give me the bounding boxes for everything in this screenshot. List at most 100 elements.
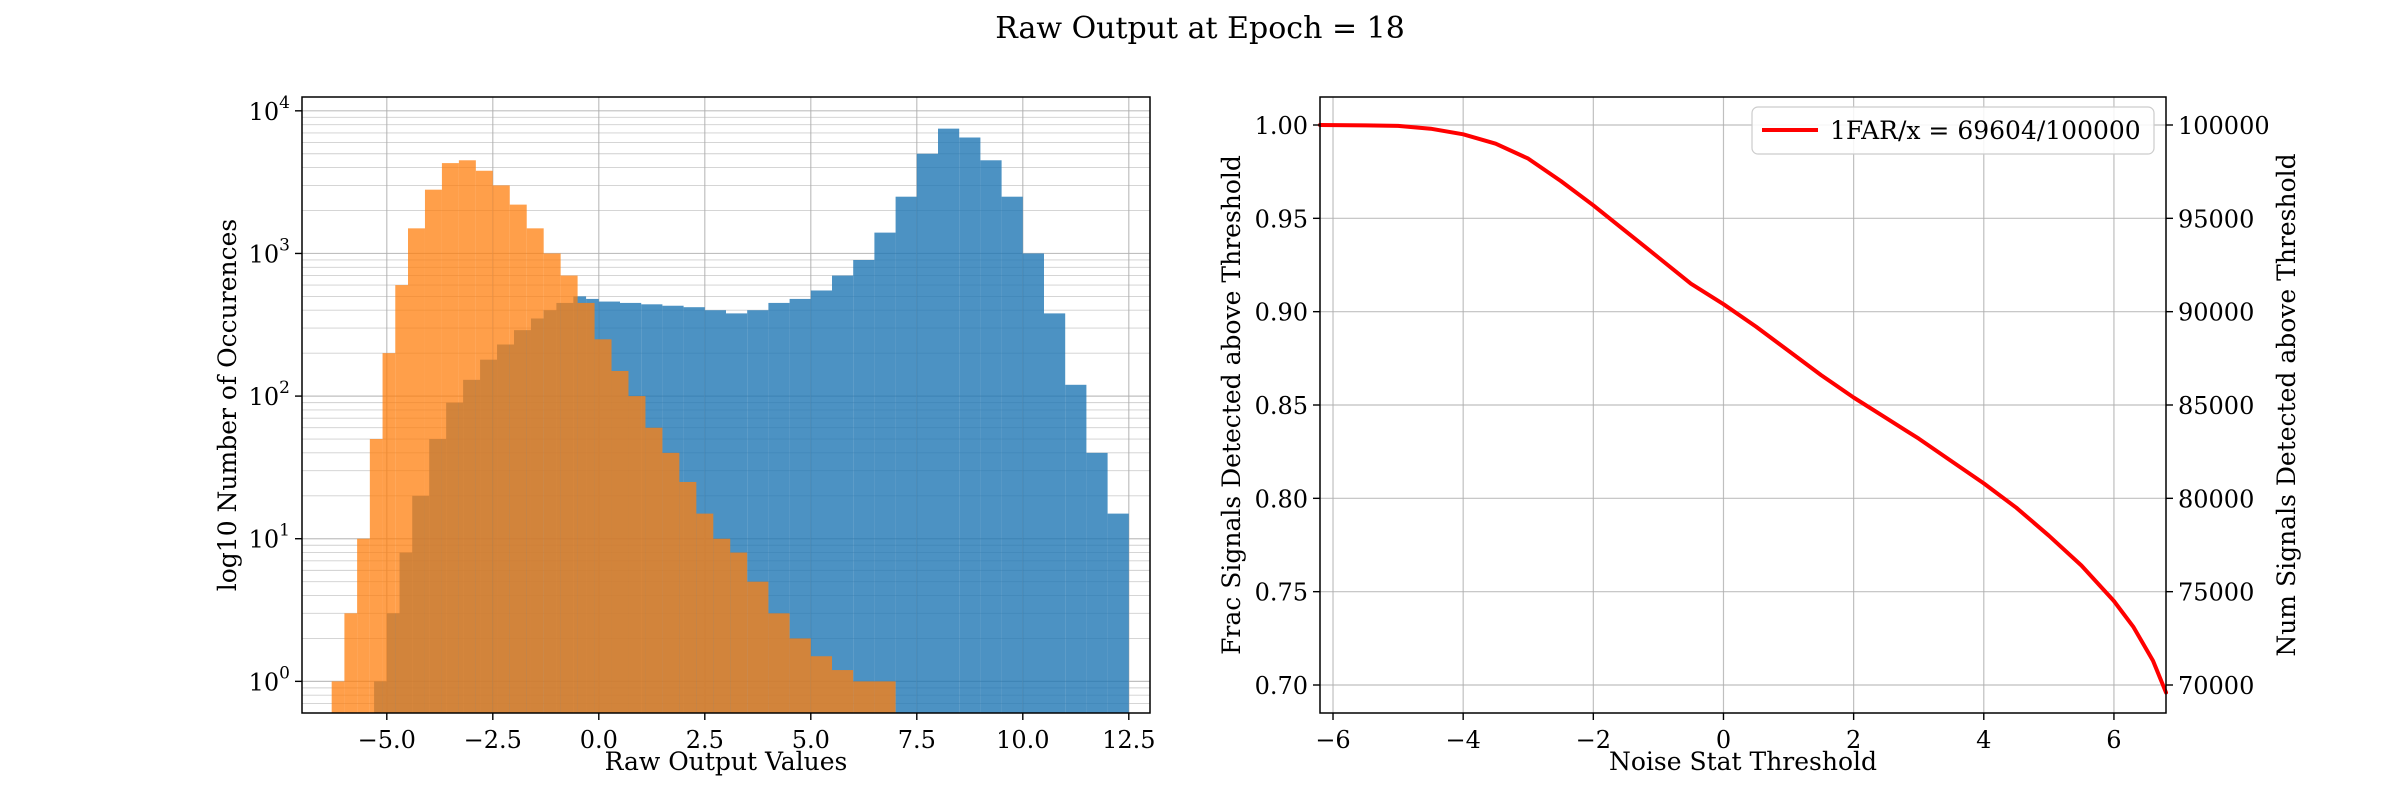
histogram-x-tick-label: 5.0 [792, 726, 830, 754]
histogram-bar-orange [543, 253, 561, 714]
histogram-bar-orange [526, 228, 544, 714]
histogram-bar-orange [594, 339, 612, 713]
histogram-axes-frame [301, 96, 1151, 714]
histogram-x-axis-label: Raw Output Values [605, 747, 848, 776]
histogram-bar-blue [980, 160, 1002, 714]
histogram-bar-orange [331, 681, 345, 713]
histogram-y-tick-label: 102 [249, 378, 290, 411]
histogram-y-tick-label: 103 [249, 235, 290, 268]
detection-curve-gridlines [1320, 97, 2166, 713]
detection-curve-x-axis-label: Noise Stat Threshold [1609, 747, 1877, 776]
figure-title: Raw Output at Epoch = 18 [995, 11, 1405, 46]
histogram-bar-orange [475, 170, 493, 713]
detection-curve-x-tick-label: 2 [1846, 726, 1861, 754]
histogram-bar-orange [713, 538, 731, 713]
histogram-bar-orange [628, 396, 646, 713]
detection-curve-right-y-axis-label: Num Signals Detected above Threshold [2272, 153, 2301, 656]
histogram-bar-orange [789, 638, 811, 713]
histogram-bar-blue [832, 275, 854, 713]
histogram-bar-blue [916, 153, 938, 713]
histogram-bar-orange [509, 204, 527, 713]
histogram-x-tick-label: 10.0 [996, 726, 1049, 754]
legend-box [1751, 106, 2155, 155]
histogram-bar-orange [344, 613, 358, 713]
detection-curve-right-y-tick-label: 70000 [2178, 672, 2254, 700]
histogram-bar-orange [662, 452, 680, 713]
histogram-bar-orange [768, 613, 790, 713]
detection-curve-left-y-tick-label: 0.85 [1255, 392, 1308, 420]
histogram-bar-blue [853, 259, 875, 713]
histogram-y-tick-label: 101 [249, 521, 290, 554]
histogram-bar-blue [1022, 253, 1044, 714]
histogram-bar-orange [747, 581, 769, 713]
histogram-bar-orange [369, 439, 383, 713]
histogram-bar-orange [458, 160, 476, 714]
histogram-bar-orange [492, 185, 510, 713]
histogram-bar-blue [1065, 384, 1087, 713]
histogram-bar-orange [730, 552, 748, 713]
detection-curve-x-tick-label: −2 [1576, 726, 1611, 754]
histogram-bar-blue [959, 137, 981, 714]
detection-curve-x-tick-label: −6 [1315, 726, 1350, 754]
histogram-bar-orange [357, 538, 370, 713]
detection-curve-left-y-tick-label: 0.75 [1255, 579, 1308, 607]
detection-curve-left-y-tick-label: 1.00 [1255, 112, 1308, 140]
histogram-bar-orange [696, 513, 714, 713]
histogram-x-tick-label: 2.5 [686, 726, 724, 754]
histogram-bar-orange [832, 670, 854, 713]
histogram-bar-blue [1086, 452, 1108, 713]
histogram-bar-orange [874, 681, 896, 713]
histogram-x-tick-label: −2.5 [464, 726, 522, 754]
detection-curve-left-y-tick-label: 0.70 [1255, 672, 1308, 700]
detection-curve-red-line [1318, 123, 2168, 695]
detection-curve-left-y-tick-label: 0.95 [1255, 205, 1308, 233]
detection-curve-tick-labels: −6 −4 −2 0 2 4 6 0.70 0.75 0.80 0.85 0.90 0.95 1.00 70… [1255, 112, 2270, 754]
detection-curve-right-y-tick-label: 75000 [2178, 579, 2254, 607]
histogram-bar-blue [895, 196, 917, 713]
histogram-bars [331, 128, 1129, 714]
histogram-bar-blue [938, 128, 960, 714]
histogram-bar-blue [789, 298, 811, 713]
histogram-x-tick-label: 7.5 [898, 726, 936, 754]
histogram-y-tick-label: 100 [249, 663, 290, 696]
histogram-bar-blue [810, 290, 832, 713]
detection-curve-left-y-tick-label: 0.90 [1255, 299, 1308, 327]
histogram-bar-blue [768, 302, 790, 713]
histogram-y-axis-label: log10 Number of Occurences [213, 219, 242, 592]
detection-curve-left-y-axis-label: Frac Signals Detected above Threshold [1217, 155, 1246, 655]
detection-curve-right-y-tick-label: 80000 [2178, 485, 2254, 513]
legend: 1FAR/x = 69604/100000 [1751, 106, 2155, 155]
histogram-bar-blue [1044, 313, 1066, 713]
detection-curve-left-y-tick-label: 0.80 [1255, 485, 1308, 513]
histogram-bar-orange [679, 481, 697, 713]
histogram-panel: −5.0 −2.5 0.0 2.5 5.0 7.5 10.0 12.5 100 101 102 103… [213, 93, 1156, 776]
detection-curve-x-tick-label: 4 [1976, 726, 1991, 754]
detection-curve-x-tick-label: 0 [1716, 726, 1731, 754]
legend-entry-label: 1FAR/x = 69604/100000 [1830, 116, 2141, 145]
histogram-bar-orange [853, 681, 875, 713]
histogram-bar-orange [577, 302, 595, 713]
histogram-x-tick-label: 12.5 [1102, 726, 1155, 754]
detection-curve-right-y-tick-label: 95000 [2178, 205, 2254, 233]
detection-curve-panel: −6 −4 −2 0 2 4 6 0.70 0.75 0.80 0.85 0.90 0.95 1.00 70… [1217, 96, 2301, 776]
histogram-bar-orange [441, 163, 459, 714]
histogram-bar-blue [1001, 196, 1023, 713]
histogram-bar-orange [408, 228, 425, 714]
histogram-bar-orange [560, 275, 578, 713]
histogram-bar-orange [810, 656, 832, 713]
histogram-bar-blue [874, 232, 896, 713]
detection-curve-series [1318, 123, 2168, 695]
detection-curve-right-y-tick-label: 85000 [2178, 392, 2254, 420]
histogram-bar-orange [382, 353, 396, 713]
detection-curve-right-y-tick-label: 90000 [2178, 299, 2254, 327]
histogram-bar-orange [611, 370, 629, 713]
histogram-bar-blue [1107, 513, 1129, 713]
histogram-bar-orange [395, 285, 408, 713]
detection-curve-right-y-tick-label: 100000 [2178, 112, 2270, 140]
histogram-tick-labels: −5.0 −2.5 0.0 2.5 5.0 7.5 10.0 12.5 100 101 102 103… [249, 93, 1156, 754]
histogram-bar-orange [645, 427, 663, 713]
histogram-x-tick-label: 0.0 [580, 726, 618, 754]
histogram-x-tick-label: −5.0 [358, 726, 416, 754]
histogram-y-tick-label: 104 [249, 93, 290, 126]
